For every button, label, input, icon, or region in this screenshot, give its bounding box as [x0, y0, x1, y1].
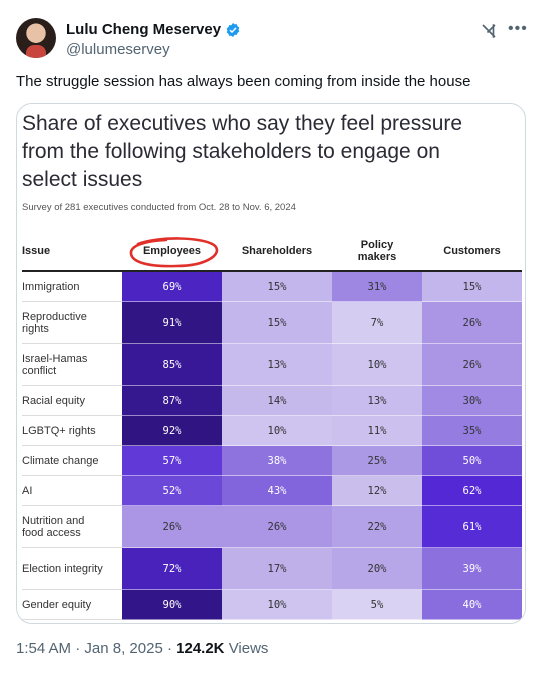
- table-cell: 20%: [332, 548, 422, 590]
- more-icon[interactable]: •••: [508, 20, 528, 37]
- table-row: Racial equity 87% 14% 13% 30%: [22, 386, 522, 416]
- table-cell: 26%: [422, 302, 522, 344]
- tweet-header: Lulu Cheng Meservey @lulumeservey •••: [16, 16, 530, 60]
- table-cell: 91%: [122, 302, 222, 344]
- column-header-issue: Issue: [22, 245, 51, 257]
- table-cell: 5%: [332, 590, 422, 620]
- table-cell: 61%: [422, 506, 522, 548]
- table-cell: 39%: [422, 548, 522, 590]
- table-cell: 11%: [332, 416, 422, 446]
- table-cell: 50%: [422, 446, 522, 476]
- table-cell: 26%: [422, 344, 522, 386]
- table-cell: 87%: [122, 386, 222, 416]
- separator-dot: ·: [166, 640, 177, 657]
- tweet-time[interactable]: 1:54 AM: [16, 640, 72, 657]
- table-cell: 22%: [332, 506, 422, 548]
- table-cell: 92%: [122, 416, 222, 446]
- table-cell: 62%: [422, 476, 522, 506]
- table-cell: 38%: [222, 446, 332, 476]
- table-cell: 26%: [222, 506, 332, 548]
- row-label: LGBTQ+ rights: [22, 425, 96, 437]
- row-label: AI: [22, 485, 33, 497]
- column-header-shareholders: Shareholders: [241, 245, 313, 257]
- avatar[interactable]: [16, 18, 56, 58]
- chart-subtitle: Survey of 281 executives conducted from …: [22, 202, 296, 213]
- verified-badge-icon: [226, 22, 240, 37]
- table-cell: 15%: [222, 302, 332, 344]
- tweet-footer: 1:54 AM · Jan 8, 2025 · 124.2K Views: [16, 640, 268, 657]
- column-header-policy-makers: Policy makers: [357, 239, 397, 263]
- table-row: LGBTQ+ rights 92% 10% 11% 35%: [22, 416, 522, 446]
- table-cell: 25%: [332, 446, 422, 476]
- row-label: Reproductive rights: [22, 311, 87, 335]
- table-row: AI 52% 43% 12% 62%: [22, 476, 522, 506]
- tweet-date[interactable]: Jan 8, 2025: [84, 640, 163, 657]
- table-cell: 90%: [122, 590, 222, 620]
- separator-dot: ·: [75, 640, 85, 657]
- table-cell: 10%: [222, 590, 332, 620]
- table-cell: 14%: [222, 386, 332, 416]
- table-cell: 31%: [332, 272, 422, 302]
- tweet-text: The struggle session has always been com…: [16, 73, 471, 90]
- table-row: Climate change 57% 38% 25% 50%: [22, 446, 522, 476]
- views-count: 124.2K: [176, 640, 225, 657]
- table-cell: 10%: [222, 416, 332, 446]
- table-row: Reproductive rights 91% 15% 7% 26%: [22, 302, 522, 344]
- table-cell: 57%: [122, 446, 222, 476]
- table-cell: 30%: [422, 386, 522, 416]
- table-cell: 13%: [222, 344, 332, 386]
- row-label: Nutrition and food access: [22, 515, 85, 539]
- chart-title: Share of executives who say they feel pr…: [22, 112, 463, 191]
- table-cell: 15%: [422, 272, 522, 302]
- author-handle[interactable]: @lulumeservey: [66, 41, 170, 58]
- table-cell: 10%: [332, 344, 422, 386]
- row-label: Climate change: [22, 455, 99, 467]
- column-header-customers: Customers: [443, 245, 501, 257]
- row-label: Gender equity: [22, 599, 92, 611]
- grok-icon[interactable]: [480, 22, 498, 40]
- table-cell: 85%: [122, 344, 222, 386]
- table-row: Israel-Hamas conflict 85% 13% 10% 26%: [22, 344, 522, 386]
- table-cell: 17%: [222, 548, 332, 590]
- table-cell: 72%: [122, 548, 222, 590]
- author-name[interactable]: Lulu Cheng Meservey: [66, 21, 222, 38]
- table-row: Immigration 69% 15% 31% 15%: [22, 272, 522, 302]
- table-cell: 12%: [332, 476, 422, 506]
- row-label: Israel-Hamas conflict: [22, 353, 88, 377]
- table-cell: 43%: [222, 476, 332, 506]
- table-cell: 40%: [422, 590, 522, 620]
- table-cell: 26%: [122, 506, 222, 548]
- table-cell: 35%: [422, 416, 522, 446]
- table-row: Nutrition and food access 26% 26% 22% 61%: [22, 506, 522, 548]
- row-label: Election integrity: [22, 563, 103, 575]
- column-header-employees: Employees: [142, 245, 202, 257]
- table-cell: 13%: [332, 386, 422, 416]
- table-row: Gender equity 90% 10% 5% 40%: [22, 590, 522, 620]
- table-cell: 7%: [332, 302, 422, 344]
- table-row: Election integrity 72% 17% 20% 39%: [22, 548, 522, 590]
- table-cell: 52%: [122, 476, 222, 506]
- header-rule: [22, 270, 522, 272]
- table-cell: 15%: [222, 272, 332, 302]
- table-cell: 69%: [122, 272, 222, 302]
- views-label[interactable]: Views: [228, 640, 269, 657]
- row-label: Racial equity: [22, 395, 85, 407]
- row-label: Immigration: [22, 281, 80, 293]
- author-name-row: Lulu Cheng Meservey: [66, 21, 241, 38]
- tweet-media-chart[interactable]: Share of executives who say they feel pr…: [16, 103, 526, 624]
